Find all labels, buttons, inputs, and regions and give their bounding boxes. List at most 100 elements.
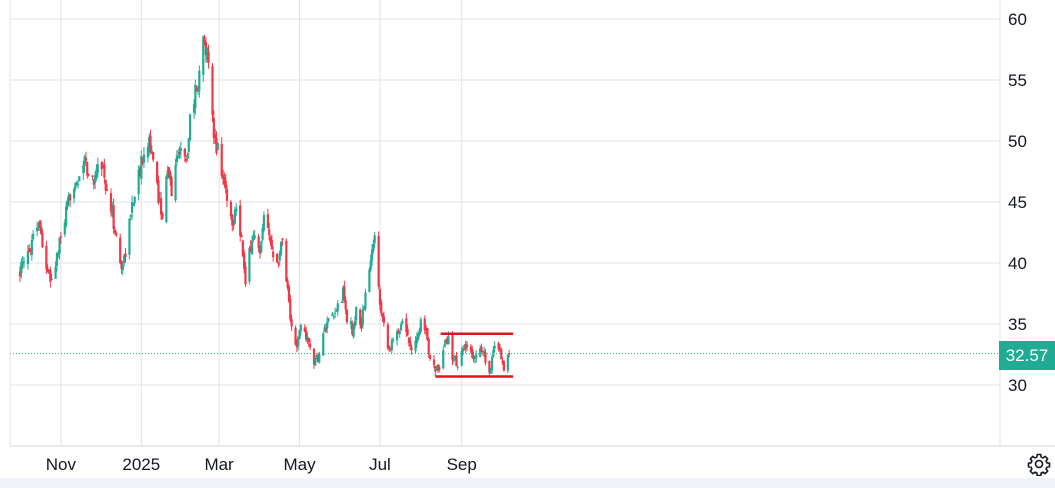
candle-body — [452, 359, 455, 362]
candle-body — [506, 355, 509, 371]
candle-body — [475, 354, 478, 359]
candle-body — [188, 114, 192, 141]
y-tick-label: 55 — [1008, 71, 1027, 90]
candle-body — [406, 329, 409, 336]
candle-body — [20, 261, 23, 274]
candle-body — [372, 244, 375, 251]
candle-body — [479, 348, 482, 357]
candle-body — [67, 194, 70, 201]
candle-body — [119, 237, 122, 263]
candle-body — [240, 234, 243, 238]
candle-body — [149, 135, 152, 153]
candle-body — [279, 241, 283, 255]
last-price-badge: 32.57 — [999, 341, 1055, 370]
candle-body — [432, 359, 436, 365]
candle-body — [174, 164, 177, 201]
candle-body — [221, 175, 225, 178]
candle-body — [82, 165, 85, 173]
candle-body — [183, 148, 186, 157]
candle-body — [206, 48, 209, 60]
candle-body — [343, 286, 346, 300]
candle-body — [316, 355, 320, 363]
x-tick-label: Sep — [447, 455, 477, 474]
candle-body — [66, 200, 69, 208]
candle-body — [308, 343, 312, 348]
candle-body — [500, 348, 503, 359]
candle-body — [220, 143, 223, 177]
candle-body — [286, 280, 289, 288]
candle-body — [493, 345, 496, 349]
candle-body — [501, 360, 504, 363]
candle-body — [315, 354, 318, 358]
candle-body — [129, 214, 132, 218]
candles — [18, 34, 511, 378]
candle-body — [30, 239, 33, 255]
candle-body — [55, 253, 59, 266]
candle-body — [464, 343, 467, 350]
candle-body — [214, 134, 217, 138]
trendlines — [10, 332, 1000, 378]
candle-body — [389, 348, 392, 350]
candle-body — [344, 300, 347, 310]
candle-body — [306, 336, 309, 341]
candle-body — [235, 208, 238, 212]
y-tick-label: 50 — [1008, 132, 1027, 151]
candle-body — [351, 324, 354, 335]
candle-body — [37, 224, 40, 226]
candle-body — [166, 170, 169, 179]
candle-body — [253, 235, 256, 238]
candle-body — [281, 238, 284, 240]
candle-body — [386, 324, 389, 349]
candle-body — [326, 321, 329, 329]
candle-body — [63, 222, 66, 235]
candle-body — [170, 177, 173, 197]
candle-body — [141, 159, 144, 163]
candle-body — [290, 318, 293, 327]
candle-body — [57, 253, 60, 256]
candle-body — [260, 240, 263, 252]
candle-body — [472, 356, 475, 360]
candle-body — [294, 327, 297, 345]
candle-body — [104, 180, 107, 191]
candle-body — [382, 316, 386, 323]
candle-body — [388, 346, 391, 350]
candle-body — [142, 154, 146, 163]
candle-body — [451, 334, 454, 361]
candle-body — [444, 339, 447, 344]
candle-body — [434, 365, 437, 372]
candle-body — [177, 156, 180, 158]
candle-body — [369, 260, 372, 271]
candle-body — [128, 218, 131, 255]
candle-body — [212, 117, 215, 139]
candle-body — [196, 87, 200, 90]
candle-body — [323, 327, 326, 332]
candle-body — [363, 306, 366, 310]
candle-body — [373, 235, 376, 244]
candle-body — [287, 286, 291, 302]
candle-body — [508, 353, 511, 355]
candle-body — [231, 214, 234, 226]
gear-icon[interactable] — [1027, 452, 1051, 476]
candle-body — [103, 164, 106, 178]
candle-body — [465, 344, 469, 347]
candle-body — [179, 148, 182, 152]
candle-body — [233, 209, 237, 224]
candle-body — [198, 70, 201, 92]
candle-body — [146, 146, 149, 158]
y-tick-label: 40 — [1008, 254, 1027, 273]
candle-body — [428, 355, 432, 359]
candle-body — [424, 328, 428, 331]
candle-body — [229, 201, 233, 217]
candle-body — [148, 136, 151, 150]
candle-body — [224, 180, 227, 189]
candle-body — [401, 320, 404, 324]
candle-body — [54, 266, 57, 279]
candle-body — [138, 167, 142, 177]
candle-body — [269, 237, 272, 243]
candle-body — [211, 66, 214, 116]
candle-body — [268, 228, 271, 236]
candle-body — [113, 229, 117, 233]
candle-body — [194, 84, 197, 109]
candle-body — [156, 161, 159, 183]
candle-body — [95, 169, 98, 177]
